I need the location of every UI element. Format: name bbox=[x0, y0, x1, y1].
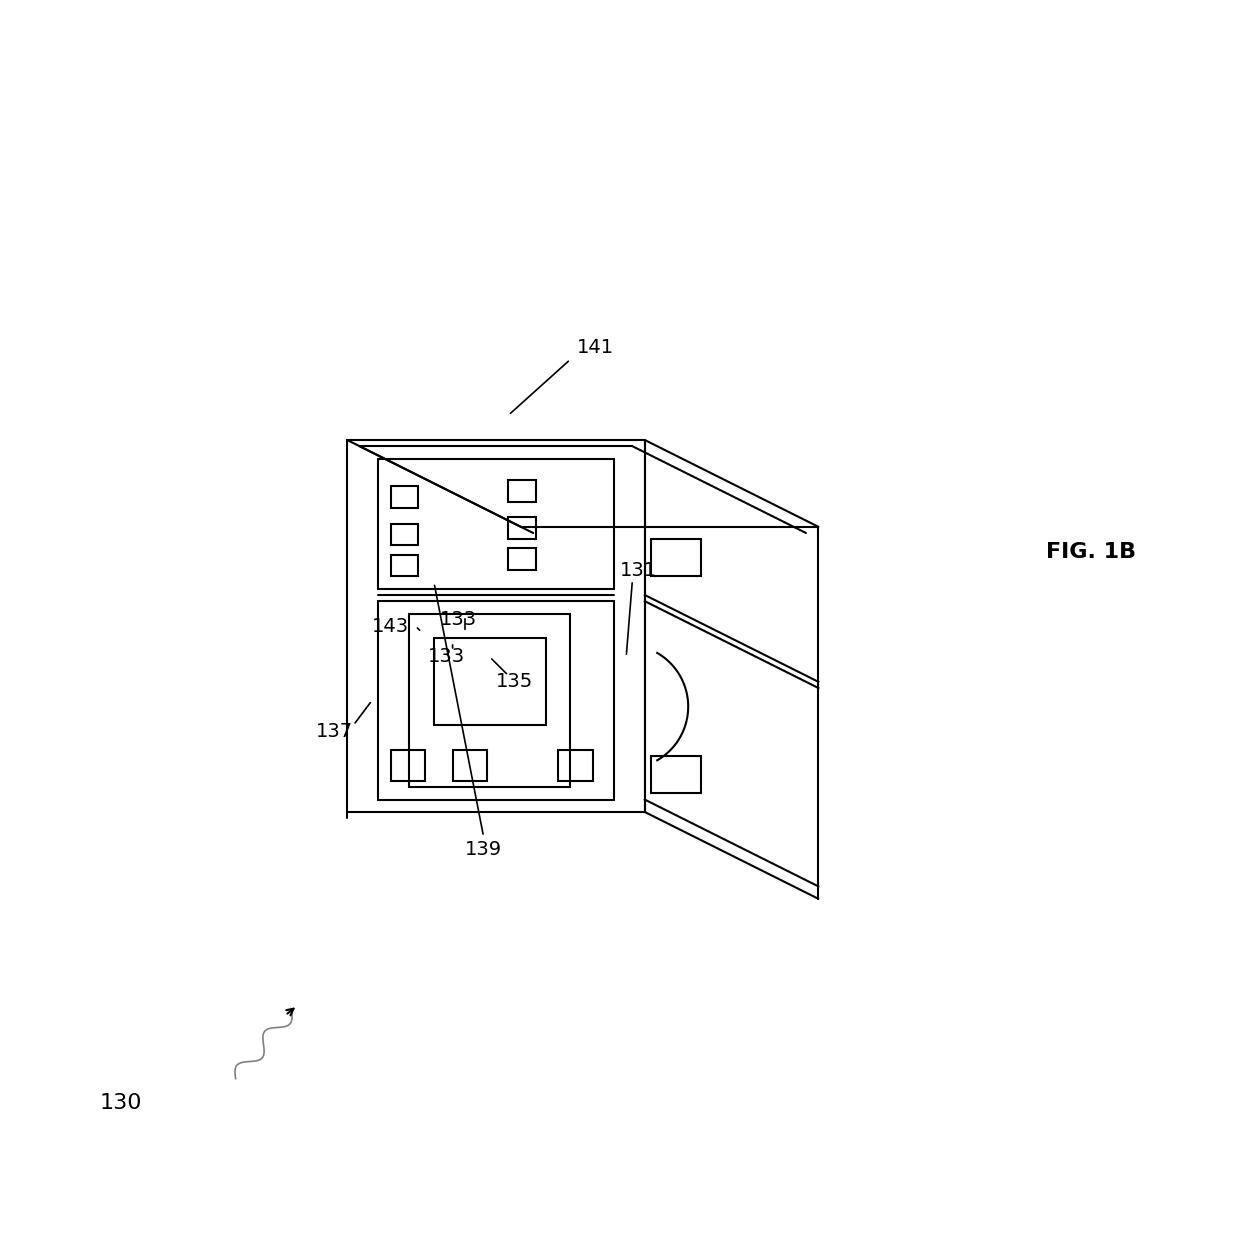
Text: 141: 141 bbox=[577, 338, 614, 357]
Text: 133: 133 bbox=[440, 610, 477, 630]
Bar bbox=[508, 517, 536, 540]
Text: FIG. 1B: FIG. 1B bbox=[1047, 542, 1136, 562]
Bar bbox=[508, 548, 536, 570]
Text: 137: 137 bbox=[316, 722, 353, 741]
Bar bbox=[391, 523, 418, 546]
Bar bbox=[651, 756, 701, 794]
Text: 143: 143 bbox=[372, 616, 409, 636]
Text: 131: 131 bbox=[620, 561, 657, 580]
Text: 139: 139 bbox=[465, 840, 502, 859]
Bar bbox=[391, 750, 425, 781]
Bar bbox=[508, 481, 536, 502]
Text: 133: 133 bbox=[428, 647, 465, 666]
Bar bbox=[391, 555, 418, 576]
Text: 130: 130 bbox=[99, 1093, 141, 1113]
Bar bbox=[558, 750, 593, 781]
Bar bbox=[391, 486, 418, 508]
Bar bbox=[453, 750, 487, 781]
Bar bbox=[651, 540, 701, 576]
Text: 135: 135 bbox=[496, 672, 533, 691]
